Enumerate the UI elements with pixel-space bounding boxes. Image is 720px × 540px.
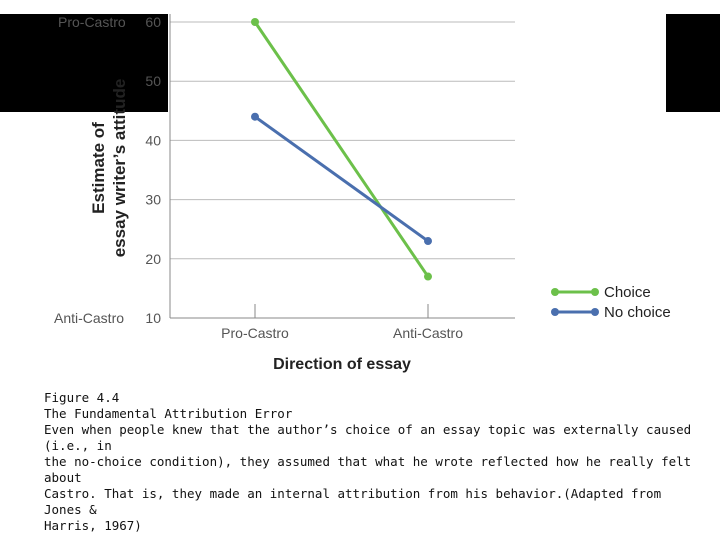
legend-label-choice: Choice xyxy=(604,284,651,301)
series-line-no-choice xyxy=(254,115,429,243)
point-choice-2 xyxy=(424,272,432,281)
caption-line-4: Harris, 1967) xyxy=(44,518,142,533)
tick-labels: 10 20 30 40 50 60 Pro-Castro Anti-Castro xyxy=(145,14,463,341)
y-tick-label-50: 50 xyxy=(145,73,161,89)
y-tick-label-40: 40 xyxy=(145,132,161,148)
y-tick-label-60: 60 xyxy=(145,14,161,30)
legend: Choice No choice xyxy=(551,284,671,321)
legend-marker-end-choice xyxy=(591,288,599,296)
y-axis-title-line-2: essay writer’s attitude xyxy=(110,79,129,258)
legend-marker-end-no-choice xyxy=(591,308,599,316)
x-tick-label-2: Anti-Castro xyxy=(393,325,463,341)
series-line-choice xyxy=(253,21,430,278)
caption-figure-number: Figure 4.4 xyxy=(44,390,120,405)
black-bar-right xyxy=(666,14,720,112)
caption-line-1: Even when people knew that the author’s … xyxy=(44,422,692,453)
point-choice-1 xyxy=(251,18,259,26)
plot-background xyxy=(170,14,666,319)
grid-lines xyxy=(170,21,515,260)
y-end-label-top: Pro-Castro xyxy=(58,14,126,30)
y-tick-label-10: 10 xyxy=(145,310,161,326)
x-axis-title: Direction of essay xyxy=(273,356,411,373)
legend-label-no-choice: No choice xyxy=(604,304,671,321)
x-tick-label-1: Pro-Castro xyxy=(221,325,289,341)
y-tick-label-20: 20 xyxy=(145,251,161,267)
point-no-choice-1 xyxy=(251,112,259,121)
figure-caption: Figure 4.4 The Fundamental Attribution E… xyxy=(44,390,694,534)
legend-marker-start-no-choice xyxy=(551,308,559,316)
y-end-label-bottom: Anti-Castro xyxy=(54,310,124,326)
y-tick-label-30: 30 xyxy=(145,192,161,208)
series xyxy=(251,18,432,281)
caption-line-2: the no-choice condition), they assumed t… xyxy=(44,454,692,485)
line-chart: 10 20 30 40 50 60 Pro-Castro Anti-Castro Estima… xyxy=(54,14,671,373)
point-no-choice-2 xyxy=(424,237,432,246)
legend-marker-start-choice xyxy=(551,288,559,296)
black-bar-left xyxy=(0,14,168,112)
caption-title: The Fundamental Attribution Error xyxy=(44,406,293,421)
y-axis-title-line-1: Estimate of xyxy=(89,122,108,214)
caption-line-3: Castro. That is, they made an internal a… xyxy=(44,486,662,517)
axes xyxy=(169,14,515,319)
